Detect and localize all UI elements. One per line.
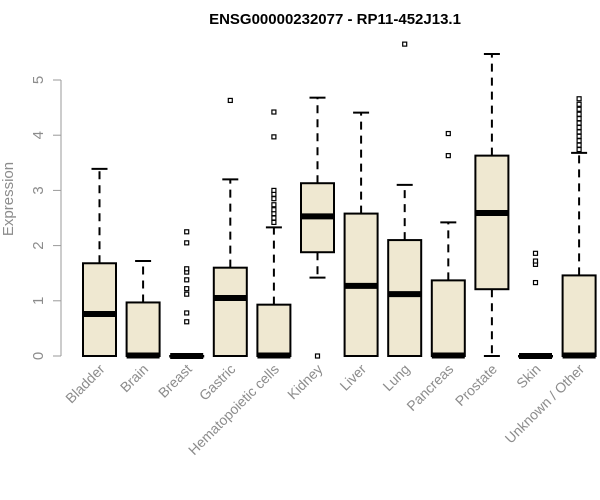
- box-group: [518, 250, 553, 359]
- box-group: [430, 130, 466, 359]
- outlier-point: [576, 129, 582, 135]
- outlier-point: [576, 96, 582, 102]
- outlier-point: [576, 124, 582, 131]
- y-tick-label: 0: [30, 352, 47, 360]
- outlier-point: [532, 279, 539, 286]
- y-axis-label: Expression: [0, 162, 17, 236]
- x-category-label: Gastric: [196, 361, 239, 404]
- x-category-label: Breast: [155, 361, 195, 401]
- box-iqr: [212, 266, 248, 357]
- outlier-point: [271, 215, 277, 221]
- outlier-point: [445, 153, 451, 159]
- y-tick-label: 5: [30, 76, 47, 84]
- box-group: [82, 167, 117, 358]
- outlier-point: [576, 138, 582, 144]
- box-group: [387, 41, 423, 357]
- x-category-label: Lung: [379, 361, 412, 394]
- box-group: [125, 260, 161, 359]
- box-iqr: [561, 274, 597, 357]
- outlier-point: [532, 258, 539, 264]
- outlier-point: [576, 111, 582, 117]
- y-axis: 0 1 2 3 4 5: [30, 76, 62, 360]
- outlier-point: [184, 266, 190, 272]
- outlier-point: [532, 250, 539, 256]
- outlier-point: [576, 142, 582, 148]
- outlier-point: [271, 134, 277, 140]
- outlier-point: [576, 146, 582, 153]
- outlier-point: [576, 106, 582, 112]
- x-category-label: Liver: [336, 361, 369, 394]
- x-category-label: Unknown / Other: [502, 361, 588, 447]
- x-category-label: Brain: [117, 361, 151, 395]
- x-category-label: Prostate: [452, 361, 500, 409]
- box-group: [256, 109, 292, 359]
- outlier-point: [576, 101, 582, 107]
- box-iqr: [125, 301, 161, 357]
- outlier-point: [271, 207, 277, 213]
- outlier-point: [184, 291, 190, 297]
- boxes-layer: [82, 41, 597, 359]
- box-group: [474, 53, 510, 357]
- outlier-point: [576, 120, 582, 126]
- outlier-point: [271, 202, 277, 208]
- x-category-label: Kidney: [284, 361, 326, 403]
- box-iqr: [256, 303, 292, 357]
- box-iqr: [474, 154, 510, 291]
- box-group: [169, 229, 205, 359]
- y-tick-label: 1: [30, 297, 47, 305]
- y-tick-label: 4: [30, 131, 47, 139]
- box-iqr: [82, 262, 117, 358]
- chart-title: ENSG00000232077 - RP11-452J13.1: [209, 11, 461, 28]
- box-group: [212, 97, 248, 357]
- outlier-point: [271, 219, 277, 226]
- y-tick-label: 2: [30, 241, 47, 249]
- outlier-point: [184, 277, 190, 283]
- outlier-point: [184, 310, 190, 316]
- outlier-point: [227, 97, 233, 104]
- outlier-point: [271, 109, 277, 115]
- x-category-label: Skin: [513, 361, 544, 392]
- outlier-point: [271, 187, 277, 193]
- outlier-point: [576, 133, 582, 139]
- box-iqr: [430, 279, 466, 358]
- outlier-point: [271, 196, 277, 202]
- outlier-point: [402, 41, 408, 47]
- x-category-label: Pancreas: [403, 361, 456, 414]
- box-group: [561, 96, 597, 359]
- outlier-point: [445, 130, 451, 137]
- outlier-point: [184, 240, 190, 246]
- box-iqr: [387, 239, 423, 357]
- outlier-point: [184, 286, 190, 292]
- box-group: [343, 111, 379, 357]
- y-tick-label: 3: [30, 186, 47, 194]
- box-group: [300, 96, 335, 359]
- outlier-point: [314, 353, 321, 359]
- x-category-label: Bladder: [62, 361, 108, 407]
- outlier-point: [184, 319, 190, 325]
- outlier-point: [576, 116, 582, 122]
- outlier-point: [184, 229, 190, 235]
